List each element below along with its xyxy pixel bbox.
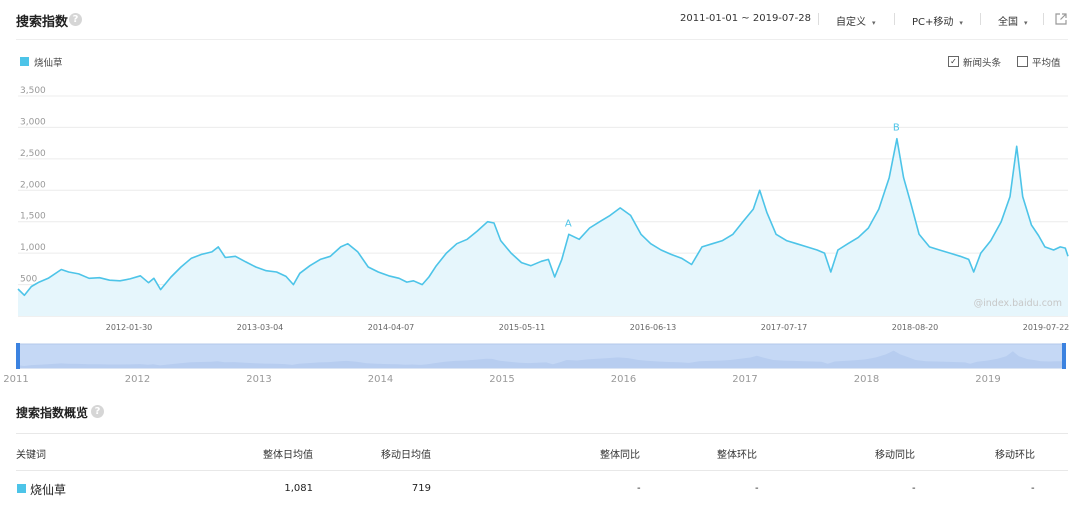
date-range-selector[interactable]: 2011-01-01 ~ 2019-07-28 [680,13,811,24]
x-tick-label: 2014-04-07 [368,323,415,332]
annotation-label: B [893,123,900,134]
slider-overview-area [18,350,1064,368]
table-divider [16,433,1068,434]
divider [1043,13,1044,25]
page-title: 搜索指数 [16,15,69,30]
news-checkbox-label: 新闻头条 [963,58,1002,69]
annotation-label: A [565,218,572,229]
y-tick-label: 2,500 [20,149,46,159]
table-cell-mobile-avg: 719 [411,483,431,494]
series-line [17,137,1069,297]
slider-year-label: 2017 [732,374,757,385]
slider-year-label: 2011 [3,374,28,385]
table-cell-mobile-mom: - [1031,483,1035,494]
range-slider[interactable]: 2011 2012 2013 2014 2015 2016 2017 2018 2019 [0,338,1080,388]
chevron-down-icon: ▾ [872,19,876,27]
x-tick-label: 2015-05-11 [499,323,546,332]
x-tick-label: 2016-06-13 [630,323,677,332]
column-header-overall-yoy: 整体同比 [600,450,640,461]
help-icon[interactable]: ? [91,405,104,418]
divider [818,13,819,25]
chevron-down-icon: ▾ [1024,19,1028,27]
table-cell-mobile-yoy: - [912,483,916,494]
column-header-overall-avg: 整体日均值 [263,450,313,461]
slider-handle-left[interactable] [16,343,20,369]
news-checkbox[interactable]: ✓ [948,56,959,67]
column-header-mobile-yoy: 移动同比 [875,450,915,461]
divider [980,13,981,25]
header-divider [16,39,1068,40]
table-cell-overall-avg: 1,081 [284,483,313,494]
trend-chart[interactable]: 3,500 3,000 2,500 2,000 1,500 1,000 500 A B 2012-… [0,84,1080,334]
share-icon[interactable] [1054,12,1068,26]
y-tick-label: 1,500 [20,212,46,222]
device-label: PC+移动 [912,17,954,28]
x-tick-label: 2017-07-17 [761,323,808,332]
region-label: 全国 [998,17,1018,28]
help-icon[interactable]: ? [69,13,82,26]
y-tick-label: 3,500 [20,86,46,96]
slider-year-label: 2018 [854,374,879,385]
table-cell-keyword: 烧仙草 [30,483,67,497]
series-area [18,138,1068,316]
table-divider [16,470,1068,471]
x-tick-label: 2013-03-04 [237,323,284,332]
chevron-down-icon: ▾ [959,19,963,27]
x-tick-label: 2018-08-20 [892,323,939,332]
overview-title: 搜索指数概览 [16,406,89,420]
y-tick-label: 2,000 [20,180,46,190]
slider-handle-right[interactable] [1062,343,1066,369]
y-tick-label: 3,000 [20,117,46,127]
slider-year-label: 2012 [125,374,150,385]
slider-year-label: 2013 [246,374,271,385]
x-tick-label: 2019-07-22 [1023,323,1070,332]
column-header-mobile-mom: 移动环比 [995,450,1035,461]
y-tick-label: 500 [20,275,37,285]
average-checkbox[interactable] [1017,56,1028,67]
legend-swatch [20,57,29,66]
slider-year-label: 2019 [975,374,1000,385]
period-label: 自定义 [836,17,866,28]
column-header-keyword: 关键词 [16,450,46,461]
legend-label: 烧仙草 [34,58,63,69]
slider-year-label: 2016 [611,374,636,385]
divider [894,13,895,25]
y-tick-label: 1,000 [20,243,46,253]
x-tick-label: 2012-01-30 [106,323,153,332]
slider-year-label: 2014 [368,374,393,385]
table-cell-overall-mom: - [755,483,759,494]
column-header-overall-mom: 整体环比 [717,450,757,461]
keyword-swatch [17,484,26,493]
period-dropdown[interactable]: 自定义 ▾ [836,13,876,28]
column-header-mobile-avg: 移动日均值 [381,450,431,461]
region-dropdown[interactable]: 全国 ▾ [998,13,1028,28]
watermark: @index.baidu.com [974,298,1062,309]
slider-year-label: 2015 [489,374,514,385]
device-dropdown[interactable]: PC+移动 ▾ [912,13,963,28]
average-checkbox-label: 平均值 [1032,58,1061,69]
date-range-text: 2011-01-01 ~ 2019-07-28 [680,13,811,24]
table-cell-overall-yoy: - [637,483,641,494]
